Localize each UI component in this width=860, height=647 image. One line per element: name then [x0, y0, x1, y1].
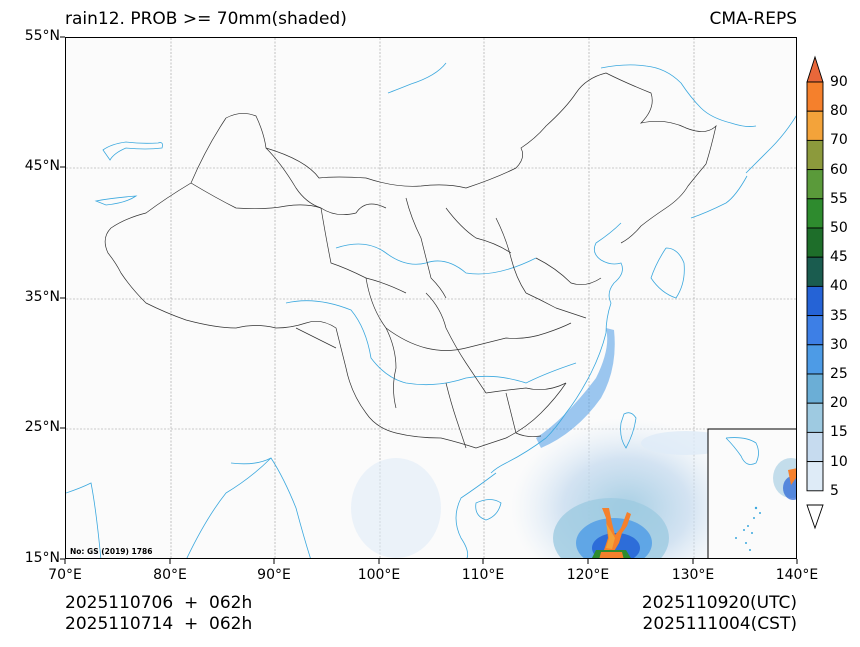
init-time-cst: 2025110714 + 062h	[65, 614, 253, 634]
lon-tick-90: 90°E	[257, 567, 291, 583]
init-time-utc: 2025110706 + 062h	[65, 593, 253, 613]
colorbar-label-25: 25	[830, 366, 848, 382]
colorbar-label-80: 80	[830, 103, 848, 119]
init-time-block: 2025110706 + 062h 2025110714 + 062h	[65, 593, 252, 635]
valid-time-utc: 2025110920(UTC)	[641, 593, 797, 613]
precip-probability-shading	[351, 328, 741, 558]
model-name: CMA-REPS	[709, 9, 797, 29]
colorbar-label-70: 70	[830, 132, 848, 148]
boundaries	[104, 72, 717, 449]
chart-title: rain12. PROB >= 70mm(shaded)	[65, 9, 347, 29]
lon-tick-130: 130°E	[671, 567, 715, 583]
map-panel[interactable]: No: GS (2019) 1786	[65, 37, 797, 559]
lon-tick-120: 120°E	[566, 567, 610, 583]
lon-tick-110: 110°E	[461, 567, 505, 583]
valid-time-block: 2025110920(UTC) 2025111004(CST)	[642, 593, 797, 635]
colorbar-label-55: 55	[830, 191, 848, 207]
lat-tick-55: 55°N	[24, 28, 60, 44]
lat-tick-45: 45°N	[24, 158, 60, 174]
lon-tick-100: 100°E	[357, 567, 401, 583]
colorbar-label-20: 20	[830, 395, 848, 411]
map-canvas	[66, 38, 796, 558]
map-approval-note: No: GS (2019) 1786	[70, 547, 153, 556]
coastlines	[66, 62, 796, 558]
lat-tick-25: 25°N	[24, 419, 60, 435]
lat-tick-35: 35°N	[24, 289, 60, 305]
lon-tick-70: 70°E	[48, 567, 82, 583]
colorbar-label-45: 45	[830, 249, 848, 265]
colorbar-label-40: 40	[830, 278, 848, 294]
colorbar-label-5: 5	[830, 483, 839, 499]
lat-tick-15: 15°N	[24, 550, 60, 566]
colorbar-label-60: 60	[830, 162, 848, 178]
colorbar-label-35: 35	[830, 308, 848, 324]
lon-tick-80: 80°E	[153, 567, 187, 583]
south-china-sea-inset	[707, 428, 796, 558]
colorbar-label-15: 15	[830, 424, 848, 440]
colorbar-label-50: 50	[830, 220, 848, 236]
lon-tick-140: 140°E	[775, 567, 819, 583]
valid-time-cst: 2025111004(CST)	[642, 614, 797, 634]
colorbar-label-90: 90	[830, 74, 848, 90]
colorbar	[806, 55, 824, 530]
colorbar-label-10: 10	[830, 454, 848, 470]
colorbar-label-30: 30	[830, 337, 848, 353]
